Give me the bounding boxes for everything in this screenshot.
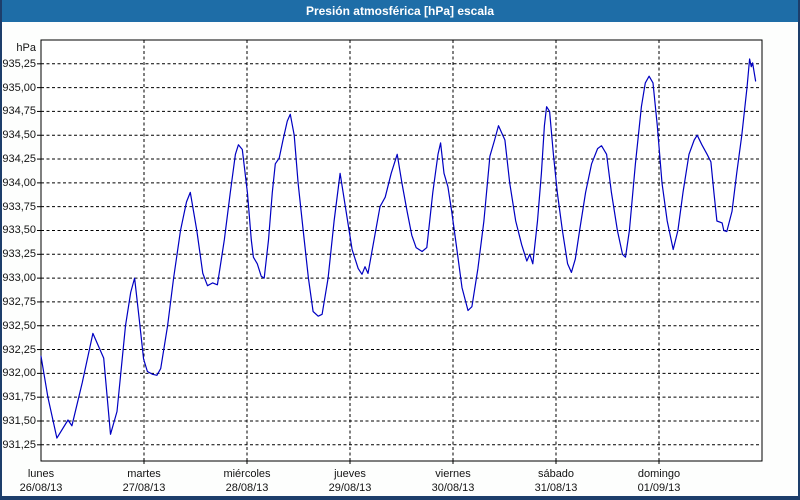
x-axis-day-label: jueves 29/08/13 [300, 467, 400, 495]
y-axis-tick-label: 931,75 [2, 391, 36, 404]
chart-area: hPa 935,25 935,00 934,75 934,50 934,25 934,00… [2, 22, 798, 496]
y-axis-tick-label: 932,75 [2, 295, 36, 308]
plot-frame [40, 39, 763, 462]
day-date: 28/08/13 [225, 482, 269, 494]
y-axis-tick-label: 933,25 [2, 248, 36, 261]
day-name: lunes [27, 468, 55, 480]
day-date: 26/08/13 [19, 482, 63, 494]
x-axis-day-label: sábado 31/08/13 [506, 467, 606, 495]
x-axis-day-label: domingo 01/09/13 [609, 467, 709, 495]
day-date: 31/08/13 [534, 482, 578, 494]
y-axis-tick-label: 933,50 [2, 224, 36, 237]
pressure-line [40, 58, 757, 439]
y-axis-tick-label: 932,00 [2, 367, 36, 380]
day-date: 29/08/13 [328, 482, 372, 494]
y-axis-tick-label: 931,25 [2, 438, 36, 451]
chart-title: Presión atmosférica [hPa] escala [305, 4, 495, 18]
day-name: martes [127, 468, 161, 480]
y-axis-tick-label: 935,25 [2, 57, 36, 70]
day-name: domingo [637, 468, 681, 480]
x-axis-day-label: lunes 26/08/13 [2, 467, 91, 495]
plot-svg [37, 39, 763, 464]
x-axis-day-label: viernes 30/08/13 [403, 467, 503, 495]
y-axis-tick-label: 933,00 [2, 272, 36, 285]
x-axis-day-label: martes 27/08/13 [94, 467, 194, 495]
y-axis-unit-label: hPa [16, 41, 36, 54]
day-name: miércoles [223, 468, 271, 480]
y-axis-tick-label: 934,25 [2, 153, 36, 166]
day-name: viernes [435, 468, 471, 480]
y-axis-tick-label: 935,00 [2, 81, 36, 94]
y-axis-tick-label: 934,50 [2, 129, 36, 142]
day-date: 27/08/13 [122, 482, 166, 494]
y-axis-tick-label: 933,75 [2, 200, 36, 213]
y-axis-tick-label: 931,50 [2, 414, 36, 427]
day-name: jueves [334, 468, 366, 480]
chart-title-bar: Presión atmosférica [hPa] escala [2, 0, 798, 22]
y-axis-tick-label: 934,75 [2, 105, 36, 118]
y-axis-tick-label: 932,50 [2, 319, 36, 332]
day-name: sábado [537, 468, 575, 480]
day-date: 30/08/13 [431, 482, 475, 494]
day-date: 01/09/13 [637, 482, 681, 494]
y-axis-tick-label: 932,25 [2, 343, 36, 356]
x-axis-day-label: miércoles 28/08/13 [197, 467, 297, 495]
y-axis-tick-label: 934,00 [2, 176, 36, 189]
